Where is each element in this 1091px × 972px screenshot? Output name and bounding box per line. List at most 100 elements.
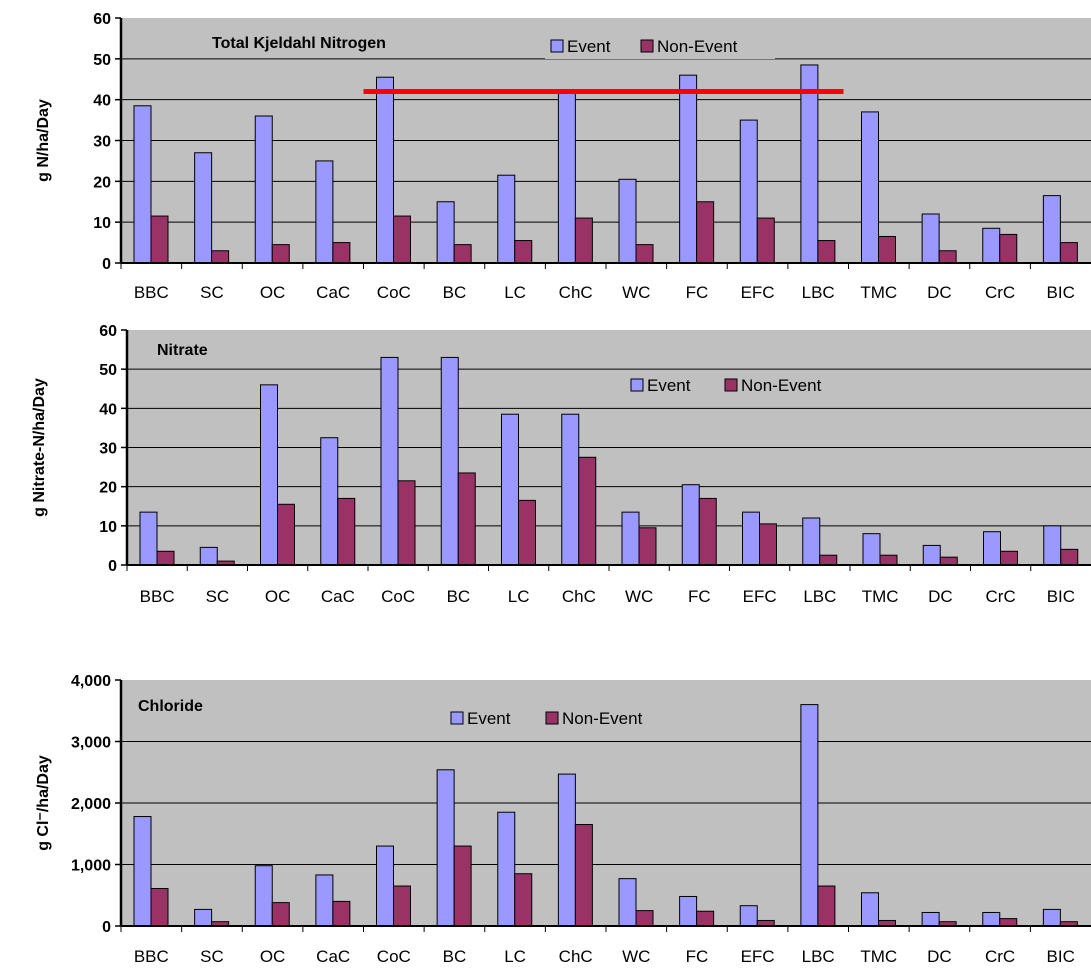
bar-non-event [698, 497, 717, 566]
y-tick-label: 0 [108, 558, 117, 575]
bar-event [800, 704, 819, 927]
bar-event [380, 356, 399, 566]
bar-non-event [393, 885, 411, 927]
y-tick-label: 50 [93, 52, 111, 69]
chart-title: Total Kjeldahl Nitrogen [212, 35, 386, 52]
bar-non-event [819, 554, 838, 566]
chart-title: Chloride [138, 698, 203, 715]
bar-non-event [1059, 242, 1078, 264]
bar-non-event [938, 250, 957, 264]
bar-event [618, 878, 637, 927]
x-tick-label: BIC [1047, 283, 1075, 302]
bar-event [199, 546, 218, 566]
x-tick-label: DC [927, 283, 952, 302]
bar-event [862, 533, 881, 566]
x-tick-label: CrC [985, 283, 1015, 302]
bar-event [1042, 195, 1061, 264]
bar-event [260, 384, 278, 566]
bar-non-event [878, 235, 896, 264]
x-tick-label: EFC [741, 947, 775, 966]
bar-non-event [635, 244, 654, 264]
bar-non-event [514, 240, 533, 264]
bar-event [982, 227, 1001, 264]
x-tick-label: CoC [381, 587, 415, 606]
bar-event [501, 413, 519, 566]
bar-non-event [332, 242, 351, 264]
legend-swatch-event [630, 378, 644, 392]
bar-non-event [939, 556, 958, 566]
chart-0: 0 10 20 30 40 50 60 BBC SC OC CaC CoC BC LC ChC WC FC EFC… [35, 11, 1091, 302]
x-tick-label: LC [504, 947, 526, 966]
bar-event [681, 484, 700, 566]
x-tick-label: FC [688, 587, 711, 606]
bar-non-event [759, 523, 777, 566]
legend-box [625, 370, 855, 400]
x-tick-label: CaC [316, 947, 350, 966]
x-tick-label: ChC [559, 947, 593, 966]
y-tick-label: 0 [102, 919, 111, 936]
y-tick-label: 2,000 [71, 796, 111, 813]
legend-swatch-non-event [724, 378, 738, 392]
y-tick-label: 30 [93, 134, 111, 151]
bar-event [315, 160, 334, 264]
chart-1: 0 10 20 30 40 50 60 BBC SC OC CaC CoC BC LC ChC WC FC EFC… [31, 323, 1091, 606]
bar-event [557, 773, 576, 927]
y-tick-label: 10 [93, 215, 111, 232]
bar-non-event [1000, 550, 1018, 566]
x-tick-label: FC [686, 283, 709, 302]
bar-non-event [1060, 548, 1079, 566]
y-tick-label: 40 [93, 93, 111, 110]
y-tick-label: 60 [93, 11, 111, 28]
bar-event [497, 174, 516, 264]
x-tick-label: BIC [1047, 947, 1075, 966]
bar-non-event [518, 499, 536, 566]
bar-event [802, 517, 821, 566]
legend-label-event: Event [467, 709, 511, 728]
legend: Event Non-Event [445, 703, 677, 733]
bar-event [376, 76, 394, 264]
bar-non-event [271, 902, 290, 927]
bar-non-event [574, 824, 593, 927]
bar-non-event [638, 527, 657, 566]
legend-label-event: Event [567, 37, 611, 56]
x-tick-label: BC [443, 947, 467, 966]
x-tick-label: CaC [321, 587, 355, 606]
legend-box [445, 703, 677, 733]
bar-non-event [756, 217, 775, 264]
legend: Event Non-Event [625, 370, 855, 400]
bar-non-event [999, 233, 1018, 264]
x-tick-label: DC [927, 947, 952, 966]
x-tick-label: OC [260, 283, 286, 302]
x-tick-label: ChC [559, 283, 593, 302]
y-tick-label: 3,000 [71, 735, 111, 752]
bar-non-event [457, 472, 476, 566]
x-tick-label: DC [928, 587, 953, 606]
y-tick-label: 4,000 [71, 673, 111, 690]
x-tick-label: CrC [986, 587, 1016, 606]
bar-non-event [696, 201, 715, 264]
bar-event [921, 213, 940, 264]
x-tick-label: CoC [377, 947, 411, 966]
bar-event [440, 356, 459, 566]
bar-event [618, 178, 637, 264]
bar-event [436, 769, 455, 927]
bar-event [254, 865, 273, 927]
x-tick-label: TMC [862, 587, 899, 606]
x-tick-label: SC [206, 587, 230, 606]
bar-event [320, 437, 339, 566]
x-tick-label: SC [200, 947, 224, 966]
y-tick-label: 60 [99, 323, 117, 340]
x-tick-label: CaC [316, 283, 350, 302]
y-axis-label: g Nitrate-N/ha/Day [31, 378, 48, 517]
y-tick-label: 20 [99, 480, 117, 497]
bar-event [922, 544, 941, 566]
legend-label-non-event: Non-Event [657, 37, 738, 56]
bar-non-event [271, 244, 290, 264]
bar-event [679, 74, 698, 264]
bar-event [739, 119, 758, 264]
bar-non-event [393, 215, 411, 264]
x-tick-label: LBC [802, 947, 835, 966]
bar-event [557, 91, 576, 264]
bar-non-event [817, 885, 836, 927]
y-tick-label: 0 [102, 256, 111, 273]
